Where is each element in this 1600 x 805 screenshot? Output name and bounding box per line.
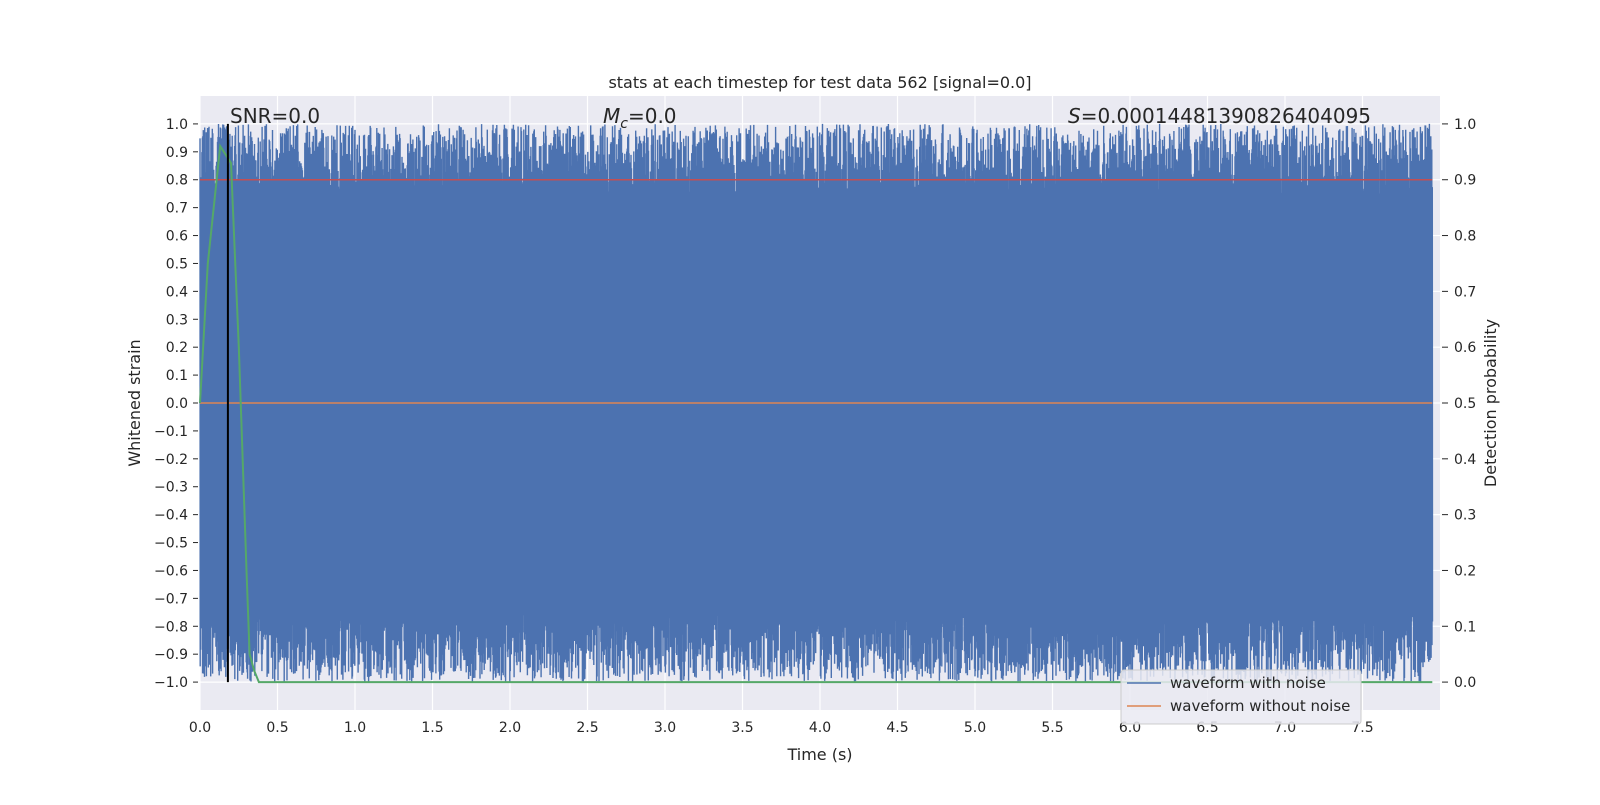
s-annotation: S=0.00014481390826404095 [1068, 104, 1371, 128]
y2-tick-label: 0.5 [1454, 396, 1476, 412]
x-tick-label: 2.0 [499, 720, 521, 736]
y2-tick-label: 0.2 [1454, 563, 1476, 579]
y-tick-label: 0.8 [166, 173, 188, 189]
y-tick-label: 0.1 [166, 368, 188, 384]
series-waveform-with-noise [199, 123, 1434, 683]
ticks-layer: 0.0 0.5 1.0 1.5 2.0 2.5 3.0 3.5 4.0 4.5 5.0 5.5 6.0 6… [154, 117, 1476, 736]
y-tick-label: 0.3 [166, 312, 188, 328]
legend: waveform with noise waveform without noi… [1120, 669, 1362, 725]
x-tick-label: 2.5 [576, 720, 598, 736]
y-tick-label: 0.5 [166, 256, 188, 272]
y-tick-label: −0.3 [154, 480, 188, 496]
y-tick-label: −1.0 [154, 675, 188, 691]
legend-box [1120, 669, 1362, 725]
y-tick-label: −0.4 [154, 508, 188, 524]
y2-axis-title: Detection probability [1481, 319, 1500, 487]
y-tick-label: 0.7 [166, 201, 188, 217]
y-tick-label: −0.1 [154, 424, 188, 440]
x-tick-label: 5.5 [1041, 720, 1063, 736]
y-tick-label: 0.6 [166, 229, 188, 245]
x-tick-label: 0.5 [266, 720, 288, 736]
y-tick-label: −0.9 [154, 647, 188, 663]
x-tick-label: 1.0 [344, 720, 366, 736]
chart-title: stats at each timestep for test data 562… [608, 73, 1031, 92]
y2-tick-label: 0.1 [1454, 619, 1476, 635]
y2-tick-label: 1.0 [1454, 117, 1476, 133]
legend-label-waveform-with-noise: waveform with noise [1170, 674, 1326, 692]
s-symbol: S [1068, 104, 1081, 128]
y-tick-label: −0.5 [154, 536, 188, 552]
y-tick-label: 1.0 [166, 117, 188, 133]
y-tick-label: −0.7 [154, 591, 188, 607]
snr-annotation: SNR=0.0 [230, 104, 320, 128]
x-tick-label: 3.5 [731, 720, 753, 736]
y2-tick-label: 0.6 [1454, 340, 1476, 356]
y-tick-label: 0.0 [166, 396, 188, 412]
x-tick-label: 4.0 [809, 720, 831, 736]
mc-symbol: M [603, 104, 620, 128]
x-tick-label: 4.5 [886, 720, 908, 736]
y2-tick-label: 0.8 [1454, 229, 1476, 245]
x-tick-label: 5.0 [964, 720, 986, 736]
y-tick-label: 0.9 [166, 145, 188, 161]
y2-tick-label: 0.4 [1454, 452, 1476, 468]
series-detection-probability [199, 143, 1433, 684]
x-tick-label: 3.0 [654, 720, 676, 736]
y2-tick-label: 0.7 [1454, 284, 1476, 300]
y-tick-label: −0.6 [154, 563, 188, 579]
y-axis-title: Whitened strain [125, 339, 144, 466]
x-tick-label: 0.0 [189, 720, 211, 736]
mc-annotation: Mc=0.0 [603, 104, 677, 132]
y2-tick-label: 0.0 [1454, 675, 1476, 691]
y-tick-label: −0.2 [154, 452, 188, 468]
legend-label-waveform-without-noise: waveform without noise [1170, 697, 1350, 715]
x-axis-title: Time (s) [786, 745, 852, 764]
y2-tick-label: 0.9 [1454, 173, 1476, 189]
mc-subscript: c [620, 116, 628, 132]
y-tick-label: −0.8 [154, 619, 188, 635]
lines-layer [199, 123, 1433, 684]
y-tick-label: 0.4 [166, 284, 188, 300]
y-tick-label: 0.2 [166, 340, 188, 356]
mc-value: =0.0 [628, 104, 677, 128]
y2-tick-label: 0.3 [1454, 508, 1476, 524]
x-tick-label: 1.5 [421, 720, 443, 736]
s-value: =0.00014481390826404095 [1081, 104, 1371, 128]
